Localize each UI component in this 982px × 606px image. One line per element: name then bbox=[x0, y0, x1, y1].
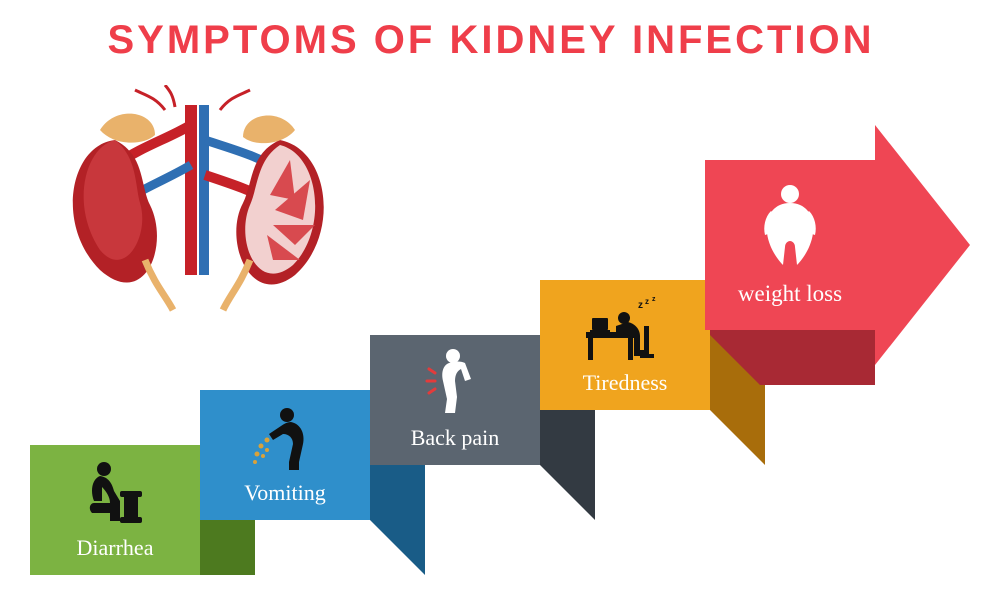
arrow-body: weight loss bbox=[705, 160, 875, 330]
svg-text:z: z bbox=[638, 300, 643, 311]
step-label: Back pain bbox=[411, 425, 500, 451]
vomiting-icon bbox=[249, 406, 321, 472]
step-label: Vomiting bbox=[244, 480, 326, 506]
step-box: Diarrhea bbox=[30, 445, 200, 575]
step-back-pain: Back pain bbox=[370, 335, 540, 465]
step-diarrhea: Diarrhea bbox=[30, 445, 200, 575]
step-vomiting: Vomiting bbox=[200, 390, 370, 520]
step-tiredness: z z z Tiredness bbox=[540, 280, 710, 410]
svg-text:z: z bbox=[652, 296, 656, 303]
tiredness-icon: z z z bbox=[582, 296, 668, 362]
weight-loss-icon bbox=[755, 183, 825, 267]
step-label: Diarrhea bbox=[77, 535, 154, 561]
diarrhea-icon bbox=[80, 461, 150, 527]
arrow-head bbox=[875, 125, 970, 365]
back-pain-icon bbox=[425, 347, 485, 417]
step-label: Tiredness bbox=[583, 370, 668, 396]
steps-container: Diarrhea Vomiting bbox=[0, 0, 982, 606]
step-box: Vomiting bbox=[200, 390, 370, 520]
step-box: z z z Tiredness bbox=[540, 280, 710, 410]
step-box: Back pain bbox=[370, 335, 540, 465]
svg-text:z: z bbox=[645, 297, 649, 306]
step-label: weight loss bbox=[738, 281, 842, 307]
